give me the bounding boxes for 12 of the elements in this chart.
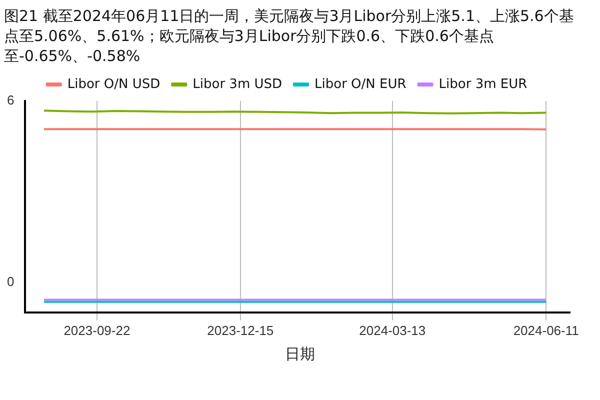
legend-label: Libor 3m EUR [438, 76, 528, 92]
y-tick-label: 0 [6, 274, 14, 289]
legend-label: Libor O/N USD [67, 76, 160, 92]
legend-label: Libor O/N EUR [314, 76, 406, 92]
y-tick-label: 6 [6, 92, 14, 108]
legend-label: Libor 3m USD [192, 76, 282, 92]
chart-title: 图21 截至2024年06月11日的一周，美元隔夜与3月Libor分别上涨5.1、上涨5.6个基点至5.06%、5.61%；欧元隔夜与3月Libor分别下跌0.6、下跌0.6个基点至-0.65%、-0.58% [4, 6, 575, 66]
x-axis-title: 日期 [284, 344, 316, 364]
x-tick-label: 2023-12-15 [207, 322, 274, 338]
x-tick-label: 2024-06-11 [513, 322, 579, 338]
x-tick-label: 2024-03-13 [359, 322, 426, 338]
x-tick-label: 2023-09-22 [64, 322, 130, 338]
